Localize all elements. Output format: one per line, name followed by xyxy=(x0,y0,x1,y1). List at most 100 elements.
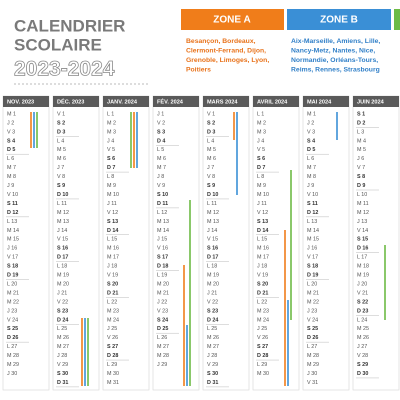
day: D 19 xyxy=(307,273,318,279)
day: J 28 xyxy=(57,353,67,359)
day: D 25 xyxy=(157,326,168,332)
day: D 14 xyxy=(257,228,268,234)
day: S 11 xyxy=(7,201,18,207)
day: L 18 xyxy=(57,264,67,270)
day: M 11 xyxy=(357,201,369,207)
month-header xyxy=(353,96,399,107)
day: V 19 xyxy=(257,273,268,279)
day: S 29 xyxy=(357,362,368,368)
day: V 29 xyxy=(207,362,218,368)
day: M 14 xyxy=(307,228,319,234)
day: L 15 xyxy=(107,237,117,243)
day: V 21 xyxy=(357,290,368,296)
day: M 23 xyxy=(107,308,119,314)
day: M 4 xyxy=(357,138,366,144)
zone-b-title: ZONE B xyxy=(320,15,358,26)
day: V 3 xyxy=(7,129,15,135)
zone-academies: Poitiers xyxy=(186,66,211,73)
day: V 1 xyxy=(57,111,65,117)
day: M 28 xyxy=(307,353,319,359)
month-column xyxy=(52,95,100,391)
day: D 7 xyxy=(257,165,265,171)
day: V 17 xyxy=(7,255,18,261)
day: L 27 xyxy=(7,344,17,350)
day: M 15 xyxy=(307,237,319,243)
day: D 24 xyxy=(207,317,218,323)
day: J 11 xyxy=(107,201,117,207)
zone-academies: Grenoble, Limoges, Lyon, xyxy=(186,57,269,64)
day: L 6 xyxy=(7,156,14,162)
day: M 3 xyxy=(107,129,116,135)
day: L 24 xyxy=(357,317,367,323)
day: V 10 xyxy=(7,192,18,198)
day: S 20 xyxy=(107,281,118,287)
day: D 31 xyxy=(207,380,218,386)
day: L 20 xyxy=(7,281,17,287)
day: V 31 xyxy=(307,380,318,386)
day: J 23 xyxy=(7,308,17,314)
month-name: FÉV. 2024 xyxy=(157,97,184,105)
month-name: JANV. 2024 xyxy=(107,99,138,105)
zone-c-header xyxy=(394,9,400,30)
day: J 14 xyxy=(207,228,217,234)
day: S 10 xyxy=(157,192,168,198)
day: M 20 xyxy=(207,281,219,287)
day: L 6 xyxy=(307,156,314,162)
day: L 15 xyxy=(257,237,267,243)
zone-academies: Reims, Rennes, Strasbourg xyxy=(291,66,380,73)
day: S 24 xyxy=(157,317,168,323)
day: J 13 xyxy=(357,219,367,225)
day: S 25 xyxy=(7,326,18,332)
day: D 23 xyxy=(357,308,368,314)
day: M 16 xyxy=(257,246,269,252)
day: M 19 xyxy=(207,273,219,279)
day: V 2 xyxy=(157,120,165,126)
day: M 5 xyxy=(57,147,66,153)
day: J 2 xyxy=(7,120,14,126)
month-column xyxy=(2,95,50,391)
day: L 27 xyxy=(307,344,317,350)
day: J 21 xyxy=(57,290,67,296)
day: S 6 xyxy=(107,156,115,162)
day: M 8 xyxy=(307,174,316,180)
day: V 12 xyxy=(107,210,118,216)
day: M 22 xyxy=(307,299,319,305)
day: J 2 xyxy=(307,120,314,126)
day: M 18 xyxy=(357,264,369,270)
day: M 3 xyxy=(257,129,266,135)
day: M 27 xyxy=(157,344,169,350)
day: J 4 xyxy=(107,138,114,144)
day: L 11 xyxy=(207,201,217,207)
day: S 30 xyxy=(207,371,218,377)
day: M 21 xyxy=(307,290,319,296)
month-name: MARS 2024 xyxy=(207,99,238,105)
day: S 15 xyxy=(357,237,368,243)
day: M 12 xyxy=(57,210,69,216)
day: J 20 xyxy=(357,281,367,287)
day: J 4 xyxy=(257,138,264,144)
zone-academies: Aix-Marseille, Amiens, Lille, xyxy=(291,38,380,45)
day: D 12 xyxy=(7,210,18,216)
day: L 10 xyxy=(357,192,367,198)
day: S 27 xyxy=(257,344,268,350)
day: V 22 xyxy=(207,299,218,305)
month-header xyxy=(3,96,49,107)
day: M 6 xyxy=(157,156,166,162)
day: J 30 xyxy=(307,371,317,377)
month-header xyxy=(253,96,299,107)
day: S 2 xyxy=(57,120,65,126)
day: M 1 xyxy=(307,111,316,117)
day: V 3 xyxy=(307,129,315,135)
day: V 15 xyxy=(57,237,68,243)
day: M 9 xyxy=(107,183,116,189)
day: D 28 xyxy=(107,353,118,359)
holiday-bars xyxy=(30,112,386,386)
month-column xyxy=(302,95,350,391)
month-header xyxy=(53,96,99,107)
day: V 28 xyxy=(357,353,368,359)
day: D 12 xyxy=(307,210,318,216)
day: J 6 xyxy=(357,156,364,162)
day: M 14 xyxy=(157,228,169,234)
day: V 8 xyxy=(207,174,215,180)
